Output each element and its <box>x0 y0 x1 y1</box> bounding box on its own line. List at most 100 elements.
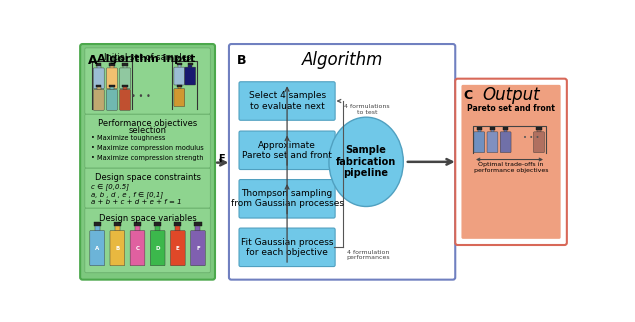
Bar <box>115 226 120 232</box>
Text: a + b + c + d + e + f = 1: a + b + c + d + e + f = 1 <box>91 199 182 205</box>
Text: 4 formulation
performances: 4 formulation performances <box>346 250 390 260</box>
FancyBboxPatch shape <box>239 228 335 267</box>
Text: • • •: • • • <box>131 92 151 101</box>
FancyBboxPatch shape <box>487 132 498 153</box>
FancyBboxPatch shape <box>229 44 455 279</box>
FancyBboxPatch shape <box>185 67 196 85</box>
FancyBboxPatch shape <box>109 85 114 87</box>
Bar <box>155 226 160 232</box>
FancyBboxPatch shape <box>96 63 102 66</box>
Text: 4 formulations
to test: 4 formulations to test <box>344 104 390 115</box>
Text: Algorithm input: Algorithm input <box>97 54 196 64</box>
FancyBboxPatch shape <box>239 180 335 218</box>
FancyBboxPatch shape <box>123 63 128 66</box>
FancyBboxPatch shape <box>490 127 495 130</box>
FancyBboxPatch shape <box>80 44 215 279</box>
Text: Select 4 samples
to evaluate next: Select 4 samples to evaluate next <box>248 91 326 111</box>
Text: Algorithm: Algorithm <box>302 51 383 69</box>
Bar <box>189 65 192 68</box>
Text: Approximate
Pareto set and front: Approximate Pareto set and front <box>242 141 332 160</box>
Text: a, b , d , e , f ∈ [0,1]: a, b , d , e , f ∈ [0,1] <box>91 191 163 198</box>
FancyBboxPatch shape <box>177 63 182 65</box>
FancyBboxPatch shape <box>130 231 145 266</box>
FancyBboxPatch shape <box>170 231 185 266</box>
FancyBboxPatch shape <box>177 85 182 87</box>
Bar <box>504 130 507 133</box>
FancyBboxPatch shape <box>93 68 104 89</box>
FancyBboxPatch shape <box>85 48 210 114</box>
FancyBboxPatch shape <box>174 67 185 85</box>
Text: B: B <box>237 54 246 67</box>
FancyBboxPatch shape <box>93 222 101 226</box>
Bar <box>95 226 100 232</box>
Bar <box>123 66 127 69</box>
FancyBboxPatch shape <box>96 85 102 87</box>
FancyBboxPatch shape <box>537 127 542 130</box>
FancyBboxPatch shape <box>85 208 210 273</box>
FancyBboxPatch shape <box>93 90 104 110</box>
FancyBboxPatch shape <box>533 132 544 153</box>
Bar <box>135 226 140 232</box>
FancyBboxPatch shape <box>107 68 117 89</box>
FancyBboxPatch shape <box>85 114 210 168</box>
Bar <box>178 65 181 68</box>
Bar <box>175 226 180 232</box>
Text: • Maximize toughness: • Maximize toughness <box>91 135 165 141</box>
FancyBboxPatch shape <box>455 79 567 245</box>
FancyBboxPatch shape <box>107 90 117 110</box>
FancyBboxPatch shape <box>187 63 193 65</box>
Bar <box>123 87 127 90</box>
FancyBboxPatch shape <box>134 222 141 226</box>
Text: A: A <box>88 54 98 67</box>
FancyBboxPatch shape <box>154 222 161 226</box>
Text: Fit Gaussian process
for each objective: Fit Gaussian process for each objective <box>241 238 333 257</box>
FancyBboxPatch shape <box>85 168 210 208</box>
Text: selection: selection <box>128 127 166 136</box>
FancyBboxPatch shape <box>90 231 105 266</box>
Bar <box>97 66 100 69</box>
Text: Pareto set and front: Pareto set and front <box>467 104 555 113</box>
Text: • • •: • • • <box>523 135 539 140</box>
FancyBboxPatch shape <box>462 85 561 239</box>
FancyBboxPatch shape <box>174 222 182 226</box>
FancyBboxPatch shape <box>123 85 128 87</box>
Bar <box>491 130 494 133</box>
Bar <box>178 87 181 90</box>
Text: Design space variables: Design space variables <box>98 214 196 223</box>
FancyBboxPatch shape <box>474 132 485 153</box>
FancyBboxPatch shape <box>119 68 131 89</box>
Text: Initial set of samples: Initial set of samples <box>104 53 191 62</box>
Text: E: E <box>176 246 180 251</box>
Bar <box>97 87 100 90</box>
FancyBboxPatch shape <box>500 132 511 153</box>
Text: c ∈ [0,0.5]: c ∈ [0,0.5] <box>91 184 129 190</box>
FancyBboxPatch shape <box>119 90 131 110</box>
FancyBboxPatch shape <box>239 82 335 120</box>
Text: Output: Output <box>482 86 540 104</box>
Text: A: A <box>95 246 99 251</box>
FancyBboxPatch shape <box>109 63 114 66</box>
Bar <box>478 130 481 133</box>
Text: Performance objectives: Performance objectives <box>98 119 197 128</box>
Text: C: C <box>135 246 140 251</box>
FancyBboxPatch shape <box>239 131 335 170</box>
Text: • Maximize compression strength: • Maximize compression strength <box>91 155 203 161</box>
FancyBboxPatch shape <box>194 222 202 226</box>
FancyBboxPatch shape <box>503 127 508 130</box>
FancyBboxPatch shape <box>110 231 124 266</box>
FancyBboxPatch shape <box>477 127 482 130</box>
Text: Thompson sampling
from Gaussian processes: Thompson sampling from Gaussian processe… <box>231 189 344 209</box>
Text: F: F <box>196 246 200 251</box>
FancyBboxPatch shape <box>150 231 165 266</box>
Bar <box>110 87 114 90</box>
Text: Design space constraints: Design space constraints <box>95 173 201 182</box>
FancyBboxPatch shape <box>174 89 185 107</box>
Text: • Maximize compression modulus: • Maximize compression modulus <box>91 145 204 151</box>
Text: C: C <box>463 89 472 102</box>
Text: Sample
fabrication
pipeline: Sample fabrication pipeline <box>336 145 396 178</box>
FancyBboxPatch shape <box>114 222 121 226</box>
Bar <box>110 66 114 69</box>
Text: Optimal trade-offs in
performance objectives: Optimal trade-offs in performance object… <box>474 162 548 173</box>
Text: F: F <box>218 154 225 164</box>
Bar <box>537 130 541 133</box>
